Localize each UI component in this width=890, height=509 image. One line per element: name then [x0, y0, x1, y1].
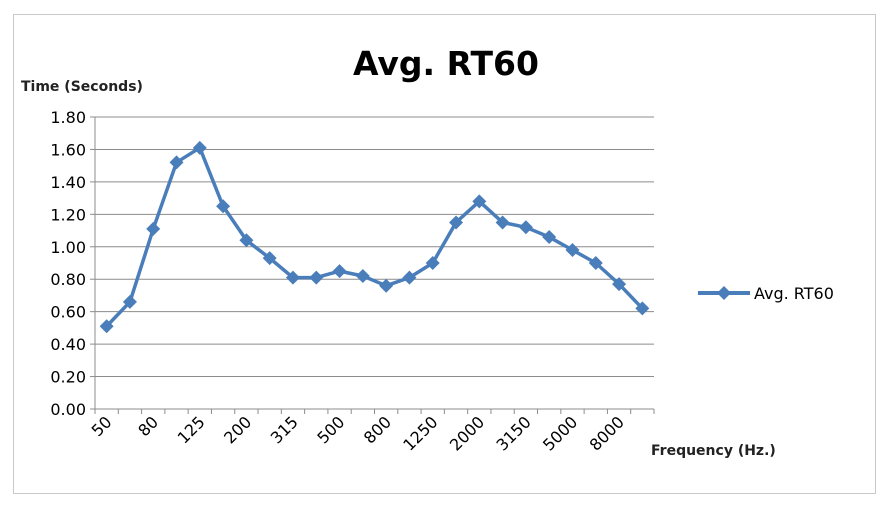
x-tick-label: 5000 — [539, 412, 581, 454]
data-point-63 — [122, 294, 137, 309]
legend-marker — [717, 286, 731, 300]
x-tick-label: 80 — [134, 412, 162, 440]
gridlines — [95, 116, 654, 378]
x-tick-label: 8000 — [586, 412, 628, 454]
data-point-200 — [239, 233, 254, 248]
x-tick-label: 315 — [267, 412, 302, 447]
y-tick-label: 1.00 — [50, 238, 86, 257]
data-point-2000 — [472, 194, 487, 209]
x-tick-label: 50 — [88, 412, 116, 440]
data-point-3150 — [518, 220, 533, 235]
data-point-50 — [99, 319, 114, 334]
data-point-160 — [216, 199, 231, 214]
x-tick-labels: 50 80 125 200 315 500 800 1250 2000 3150 5000 8000 — [88, 412, 628, 454]
x-tick-label: 3150 — [492, 412, 534, 454]
data-point-250 — [262, 251, 277, 266]
data-point-100 — [169, 155, 184, 170]
data-point-400 — [309, 270, 324, 285]
chart-title: Avg. RT60 — [353, 44, 539, 83]
data-point-80 — [146, 221, 161, 236]
x-tick-label: 800 — [360, 412, 395, 447]
data-point-2500 — [495, 215, 510, 230]
x-axis-title: Frequency (Hz.) — [651, 443, 776, 459]
y-tick-label: 0.80 — [50, 270, 86, 289]
y-tick-label: 0.40 — [50, 335, 86, 354]
x-tick-label: 500 — [313, 412, 348, 447]
data-point-8000 — [612, 277, 627, 292]
y-tick-label: 0.60 — [50, 303, 86, 322]
y-axis-title: Time (Seconds) — [21, 79, 143, 95]
legend: Avg. RT60 — [698, 284, 834, 303]
data-point-1600 — [449, 215, 464, 230]
data-point-125 — [192, 140, 207, 155]
y-tick-label: 1.60 — [50, 140, 86, 159]
y-tick-label: 0.20 — [50, 368, 86, 387]
axes — [90, 116, 655, 414]
data-point-500 — [332, 264, 347, 279]
y-tick-label: 1.20 — [50, 205, 86, 224]
data-point-10000 — [635, 301, 650, 316]
data-point-5000 — [565, 243, 580, 258]
y-tick-labels: 0.00 0.20 0.40 0.60 0.80 1.00 1.20 1.40 1.60 1.80 — [50, 108, 86, 419]
data-point-4000 — [542, 230, 557, 245]
x-tick-label: 125 — [174, 412, 209, 447]
y-tick-label: 1.40 — [50, 173, 86, 192]
x-tick-label: 2000 — [446, 412, 488, 454]
data-point-630 — [355, 268, 370, 283]
data-point-1000 — [402, 270, 417, 285]
y-tick-label: 0.00 — [50, 400, 86, 419]
y-tick-label: 1.80 — [50, 108, 86, 127]
x-tick-label: 200 — [220, 412, 255, 447]
series-avg-rt60 — [99, 140, 650, 334]
series-line — [105, 146, 644, 328]
data-point-6300 — [588, 256, 603, 270]
chart-canvas: Avg. RT60 Time (Seconds) Frequency (Hz.)… — [21, 44, 834, 459]
legend-label: Avg. RT60 — [754, 284, 834, 303]
x-tick-label: 1250 — [399, 412, 441, 454]
data-point-1250 — [425, 256, 440, 270]
data-point-315 — [285, 270, 300, 285]
chart-frame: Avg. RT60 Time (Seconds) Frequency (Hz.)… — [13, 14, 876, 494]
data-point-800 — [379, 278, 394, 293]
